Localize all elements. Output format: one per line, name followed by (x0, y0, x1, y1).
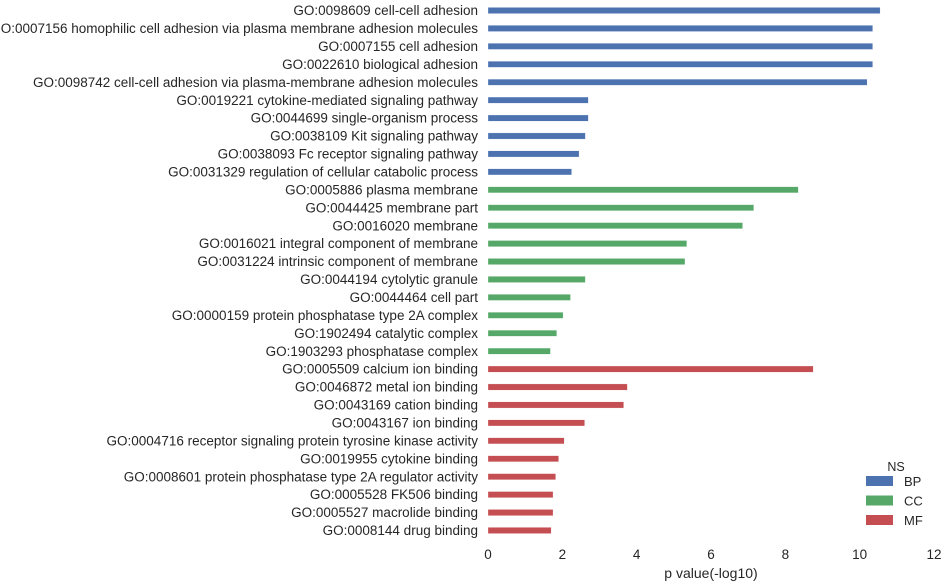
bar-mf (487, 491, 554, 498)
bar-cc (487, 312, 564, 319)
x-tick-label: 6 (707, 547, 715, 562)
bar-bp (487, 78, 868, 86)
x-tick-label: 0 (484, 547, 492, 562)
category-label: GO:0098742 cell-cell adhesion via plasma… (33, 75, 478, 90)
category-label: GO:0005509 calcium ion binding (282, 362, 478, 377)
bar-mf (487, 473, 556, 480)
category-label: GO:0007155 cell adhesion (318, 39, 478, 54)
category-label: GO:0031224 intrinsic component of membra… (197, 254, 478, 269)
bar-cc (487, 222, 743, 229)
category-label: GO:1903293 phosphatase complex (266, 344, 479, 359)
x-tick-label: 12 (926, 547, 941, 562)
legend-swatch-mf (866, 515, 893, 525)
category-label: GO:0044425 membrane part (305, 200, 478, 215)
x-tick-label: 4 (633, 547, 641, 562)
category-label: GO:0043167 ion binding (332, 415, 478, 430)
category-label: GO:0019955 cytokine binding (300, 451, 478, 466)
bar-cc (487, 204, 754, 211)
bar-mf (487, 509, 554, 516)
category-label: GO:0016021 integral component of membran… (199, 236, 478, 251)
x-tick-label: 10 (852, 547, 867, 562)
bar-cc (487, 240, 687, 247)
category-label: GO:0043169 cation binding (314, 398, 478, 413)
category-label: GO:0007156 homophilic cell adhesion via … (0, 21, 478, 36)
category-label: GO:0008601 protein phosphatase type 2A r… (124, 469, 478, 484)
bar-bp (487, 96, 589, 104)
bar-mf (487, 455, 559, 462)
bar-mf (487, 437, 565, 445)
x-tick-label: 8 (782, 547, 790, 562)
bars (487, 7, 881, 534)
category-label: GO:0022610 biological adhesion (282, 57, 478, 72)
legend-swatch-cc (866, 495, 893, 506)
category-label: GO:0038093 Fc receptor signaling pathway (218, 147, 479, 162)
category-label: GO:0044699 single-organism process (251, 111, 479, 126)
bar-cc (487, 294, 571, 301)
legend-label-mf: MF (904, 513, 923, 528)
category-label: GO:0005528 FK506 binding (310, 487, 478, 502)
legend: NS BP CC MF (866, 460, 923, 528)
x-axis-title: p value(-log10) (664, 565, 757, 581)
bar-cc (487, 258, 686, 265)
bar-mf (487, 401, 624, 409)
category-label: GO:0008144 drug binding (323, 523, 478, 538)
category-label: GO:0098609 cell-cell adhesion (293, 3, 478, 18)
category-label: GO:0004716 receptor signaling protein ty… (107, 433, 479, 448)
category-label: GO:0038109 Kit signaling pathway (270, 129, 478, 144)
category-label: GO:0031329 regulation of cellular catabo… (168, 164, 478, 179)
category-label: GO:0044464 cell part (350, 290, 479, 305)
bar-bp (487, 168, 572, 176)
bar-cc (487, 186, 799, 194)
category-label: GO:0005527 macrolide binding (291, 505, 478, 520)
category-label: GO:1902494 catalytic complex (294, 326, 478, 341)
bar-bp (487, 43, 873, 50)
category-label: GO:0019221 cytokine-mediated signaling p… (176, 93, 478, 108)
category-label: GO:0005886 plasma membrane (285, 182, 478, 197)
bar-mf (487, 527, 552, 534)
bar-bp (487, 7, 881, 14)
bar-cc (487, 347, 551, 355)
legend-label-cc: CC (904, 494, 923, 509)
category-label: GO:0044194 cytolytic granule (300, 272, 478, 287)
bar-bp (487, 25, 873, 32)
bar-mf (487, 383, 628, 391)
category-label: GO:0046872 metal ion binding (295, 380, 478, 395)
category-labels: GO:0098609 cell-cell adhesion GO:0007156 … (0, 3, 478, 538)
bar-cc (487, 276, 586, 283)
bar-mf (487, 365, 814, 373)
bar-bp (487, 132, 586, 140)
x-tick-label: 2 (559, 547, 567, 562)
bar-bp (487, 150, 580, 158)
bar-cc (487, 329, 557, 337)
legend-title: NS (887, 460, 904, 474)
legend-label-bp: BP (904, 474, 921, 489)
category-label: GO:0000159 protein phosphatase type 2A c… (172, 308, 478, 323)
category-label: GO:0016020 membrane (332, 218, 478, 233)
legend-swatch-bp (866, 476, 893, 486)
bar-bp (487, 114, 589, 122)
bar-mf (487, 419, 585, 427)
bar-bp (487, 61, 873, 68)
x-axis-ticks: 0 2 4 6 8 10 12 (484, 547, 941, 562)
